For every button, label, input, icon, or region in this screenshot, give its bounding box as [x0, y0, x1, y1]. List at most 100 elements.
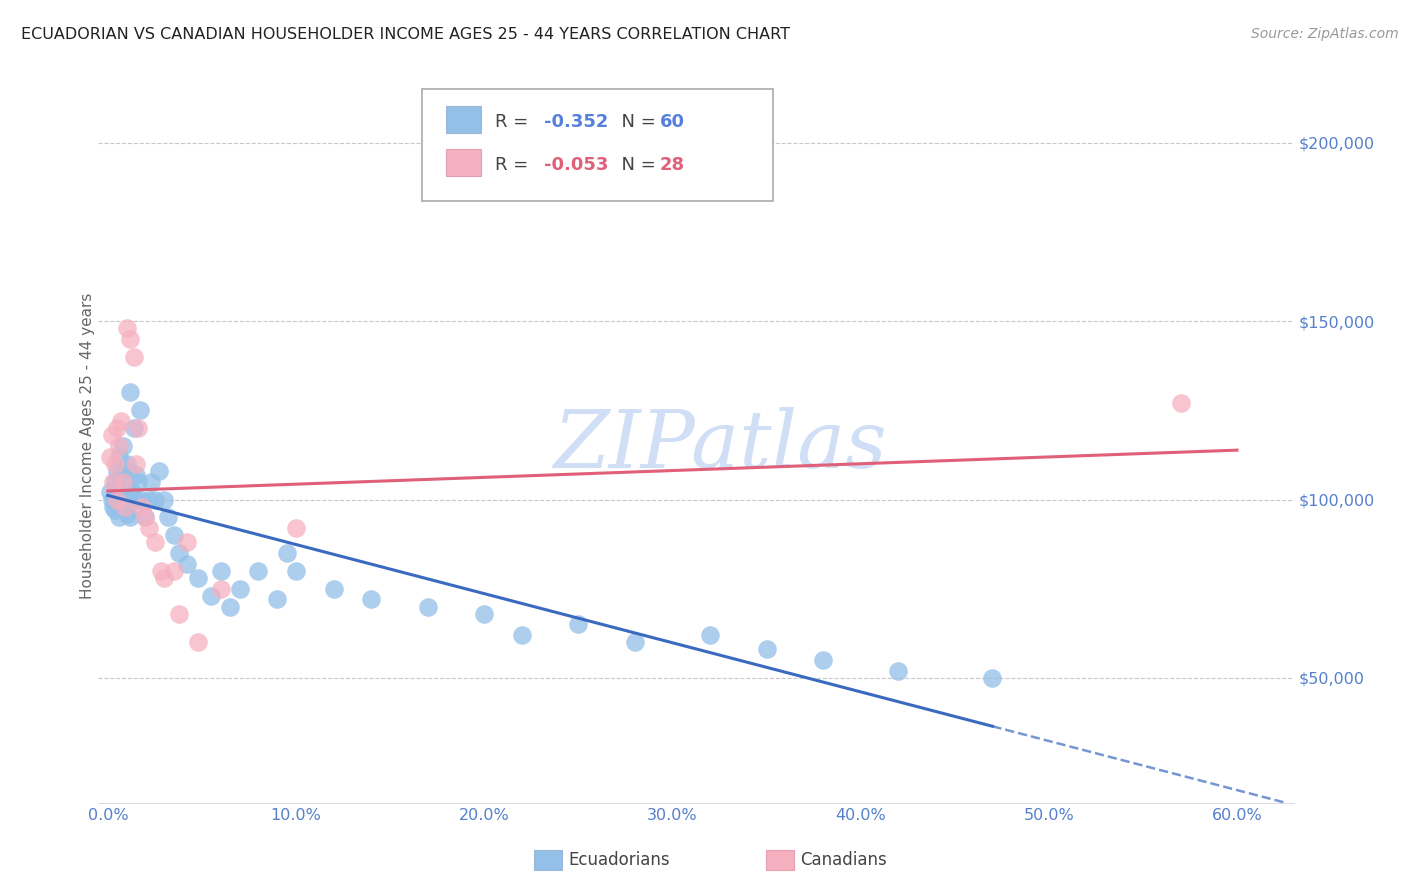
Point	[1170, 396, 1192, 410]
Point	[98, 485, 121, 500]
Point	[138, 492, 160, 507]
Point	[360, 592, 382, 607]
Point	[247, 564, 270, 578]
Point	[115, 507, 138, 521]
Point	[416, 599, 439, 614]
Point	[148, 464, 170, 478]
Point	[108, 450, 131, 464]
Point	[125, 457, 148, 471]
Point	[981, 671, 1004, 685]
Text: -0.053: -0.053	[544, 156, 609, 174]
Point	[111, 439, 134, 453]
Point	[131, 500, 153, 514]
Point	[219, 599, 242, 614]
Point	[104, 457, 127, 471]
Point	[111, 489, 134, 503]
Point	[139, 475, 162, 489]
Point	[276, 546, 298, 560]
Point	[209, 582, 232, 596]
Point	[115, 321, 138, 335]
Point	[117, 464, 139, 478]
Point	[121, 485, 143, 500]
Point	[105, 421, 128, 435]
Point	[163, 528, 186, 542]
Point	[108, 492, 131, 507]
Point	[157, 510, 180, 524]
Text: N =: N =	[610, 156, 662, 174]
Text: 60: 60	[659, 113, 685, 131]
Point	[138, 521, 160, 535]
Point	[114, 500, 136, 514]
Text: R =: R =	[495, 156, 534, 174]
Point	[755, 642, 778, 657]
Point	[115, 457, 138, 471]
Point	[100, 492, 122, 507]
Text: ECUADORIAN VS CANADIAN HOUSEHOLDER INCOME AGES 25 - 44 YEARS CORRELATION CHART: ECUADORIAN VS CANADIAN HOUSEHOLDER INCOM…	[21, 27, 790, 42]
Point	[285, 521, 308, 535]
Point	[149, 564, 172, 578]
Point	[169, 546, 191, 560]
Point	[114, 500, 136, 514]
Point	[108, 510, 131, 524]
Point	[887, 664, 910, 678]
Point	[120, 332, 142, 346]
Text: 28: 28	[659, 156, 685, 174]
Point	[120, 385, 142, 400]
Point	[134, 510, 156, 524]
Point	[114, 478, 136, 492]
Point	[153, 492, 176, 507]
Point	[127, 475, 149, 489]
Y-axis label: Householder Income Ages 25 - 44 years: Householder Income Ages 25 - 44 years	[80, 293, 94, 599]
Point	[105, 482, 128, 496]
Text: ZIPatlas: ZIPatlas	[553, 408, 887, 484]
Point	[105, 464, 128, 478]
Text: Source: ZipAtlas.com: Source: ZipAtlas.com	[1251, 27, 1399, 41]
Point	[122, 350, 145, 364]
Point	[120, 510, 142, 524]
Point	[111, 475, 134, 489]
Point	[131, 492, 153, 507]
Point	[104, 475, 127, 489]
Point	[143, 492, 166, 507]
Point	[110, 496, 132, 510]
Point	[322, 582, 344, 596]
Text: Canadians: Canadians	[800, 851, 887, 869]
Point	[285, 564, 308, 578]
Point	[128, 403, 150, 417]
Point	[104, 503, 127, 517]
Point	[125, 467, 148, 482]
Point	[117, 492, 139, 507]
Point	[153, 571, 176, 585]
Text: R =: R =	[495, 113, 534, 131]
Point	[623, 635, 645, 649]
Point	[472, 607, 495, 621]
Point	[125, 492, 148, 507]
Point	[200, 589, 222, 603]
Point	[98, 450, 121, 464]
Point	[176, 557, 198, 571]
Point	[103, 500, 125, 514]
Point	[169, 607, 191, 621]
Point	[228, 582, 250, 596]
Point	[510, 628, 533, 642]
Point	[143, 535, 166, 549]
Point	[266, 592, 288, 607]
Point	[811, 653, 834, 667]
Point	[127, 421, 149, 435]
Point	[103, 475, 125, 489]
Point	[187, 571, 209, 585]
Point	[699, 628, 721, 642]
Point	[567, 617, 589, 632]
Text: N =: N =	[610, 113, 662, 131]
Point	[108, 439, 131, 453]
Point	[110, 414, 132, 428]
Point	[100, 428, 122, 442]
Point	[163, 564, 186, 578]
Point	[187, 635, 209, 649]
Text: -0.352: -0.352	[544, 113, 609, 131]
Point	[209, 564, 232, 578]
Text: Ecuadorians: Ecuadorians	[568, 851, 669, 869]
Point	[105, 492, 128, 507]
Point	[122, 421, 145, 435]
Point	[134, 510, 156, 524]
